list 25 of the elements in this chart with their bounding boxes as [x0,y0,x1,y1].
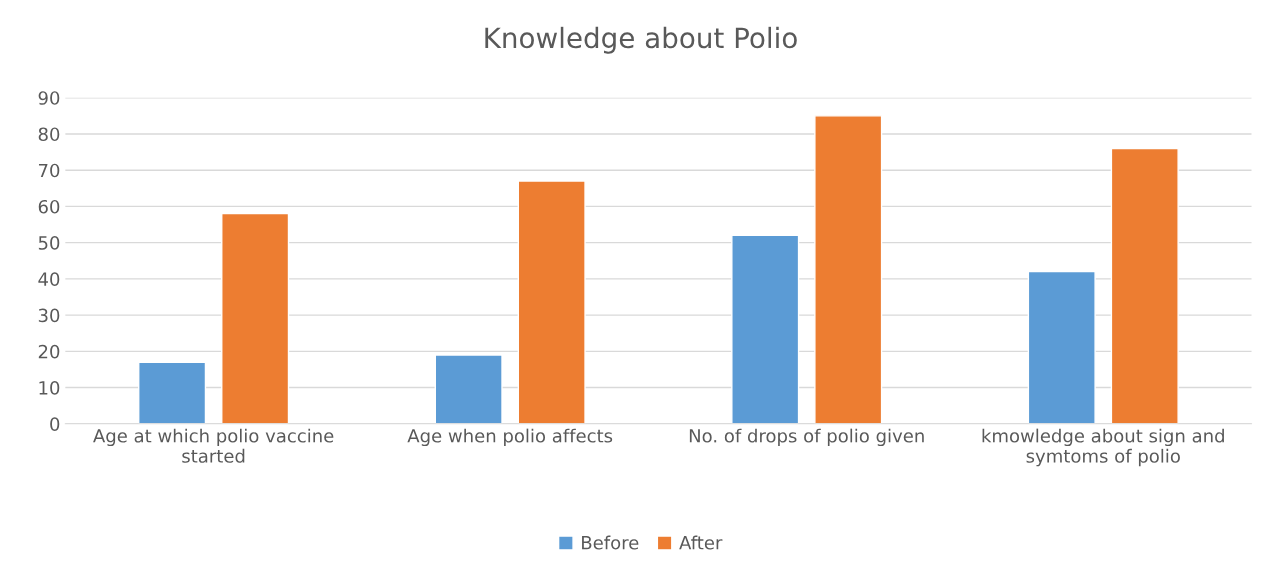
legend-label: After [679,535,723,550]
bar [814,115,883,424]
y-tick-label: 10 [39,381,60,395]
chart-title: Knowledge about Polio [485,26,797,54]
bar [434,354,503,424]
legend-label: Before [582,535,639,550]
y-tick-label: 30 [38,308,60,323]
y-tick-label: 20 [38,344,60,359]
y-tick-label: 60 [38,199,60,214]
y-tick-label: 70 [38,163,60,178]
y-tick-label: 0 [50,417,60,431]
bar [517,180,586,424]
y-tick-label: 90 [38,91,60,105]
bar [731,234,800,424]
y-tick-label: 50 [38,236,60,250]
x-tick-label: kmowledge about sign and symtoms of polio [982,428,1224,467]
bar [138,361,207,424]
y-tick-label: 80 [38,127,60,142]
bar [1110,147,1179,424]
x-tick-label: Age when polio affects [407,428,613,447]
x-tick-label: Age at which polio vaccine started [93,428,334,463]
bar [221,212,290,424]
bar [1027,270,1096,424]
y-tick-label: 40 [38,272,60,286]
x-tick-label: No. of drops of polio given [689,428,924,447]
